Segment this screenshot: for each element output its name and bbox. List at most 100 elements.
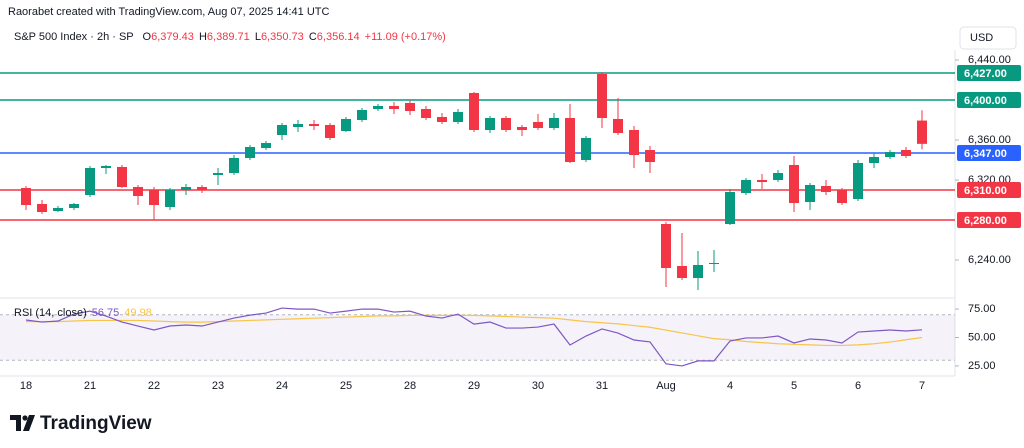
ohlc-key: C — [309, 31, 317, 43]
candle-body — [325, 125, 335, 138]
rsi-line — [25, 307, 923, 367]
candle-body — [453, 112, 463, 122]
candle-body — [517, 127, 527, 130]
candle-body — [341, 119, 351, 131]
candle-body — [389, 106, 399, 109]
candle-body — [773, 173, 783, 180]
candle-body — [757, 180, 767, 182]
x-tick-label: 4 — [727, 380, 733, 392]
y-tick-label: 25.00 — [968, 360, 996, 372]
candle-body — [565, 118, 575, 162]
currency-box[interactable] — [959, 26, 1017, 50]
ohlc-value: 6,379.43 — [151, 31, 194, 43]
x-tick-label: 24 — [276, 380, 288, 392]
candle-body — [597, 74, 607, 118]
y-tick-label: 6,240.00 — [968, 254, 1011, 266]
x-tick-label: 23 — [212, 380, 224, 392]
candle-body — [789, 165, 799, 203]
candle-body — [309, 124, 319, 126]
y-tick-label: 6,360.00 — [968, 134, 1011, 146]
candle-body — [181, 187, 191, 190]
ohlc-key: O — [143, 31, 152, 43]
candle-body — [229, 158, 239, 173]
level-label-box — [957, 182, 1021, 198]
level-label: 6,427.00 — [964, 68, 1007, 80]
ohlc-value: 6,389.71 — [207, 31, 250, 43]
level-label: 6,347.00 — [964, 148, 1007, 160]
candle-body — [117, 167, 127, 187]
x-tick-label: Aug — [656, 380, 676, 392]
level-label: 6,400.00 — [964, 95, 1007, 107]
legend-item: 49.98 — [124, 307, 152, 319]
candle-body — [293, 124, 303, 127]
candle-body — [917, 120, 927, 144]
candle-body — [869, 157, 879, 163]
candle-body — [421, 109, 431, 118]
candle-body — [373, 106, 383, 109]
candle-body — [613, 119, 623, 133]
x-tick-label: 29 — [468, 380, 480, 392]
x-tick-label: 28 — [404, 380, 416, 392]
x-tick-label: 21 — [84, 380, 96, 392]
y-tick-label: 75.00 — [968, 303, 996, 315]
currency[interactable]: USD — [970, 32, 993, 44]
candle-body — [533, 122, 543, 128]
candle-body — [277, 125, 287, 135]
ohlc-value: 6,356.14 — [317, 31, 360, 43]
symbol: S&P 500 Index · 2h · SP — [14, 31, 133, 43]
candle-body — [85, 168, 95, 195]
candle-body — [165, 190, 175, 207]
candle-body — [885, 152, 895, 157]
x-tick-label: 6 — [855, 380, 861, 392]
x-tick-label: 22 — [148, 380, 160, 392]
candle-body — [133, 187, 143, 196]
rsi-band — [0, 314, 955, 361]
brand: TradingView — [40, 413, 152, 434]
candle-body — [69, 204, 79, 208]
level-label: 6,310.00 — [964, 185, 1007, 197]
candle-body — [853, 163, 863, 199]
brand-logo: TradingView — [10, 413, 152, 434]
candle-body — [549, 118, 559, 128]
candle-body — [709, 263, 719, 264]
y-tick-label: 50.00 — [968, 331, 996, 343]
x-tick-label: 7 — [919, 380, 925, 392]
candle-body — [261, 143, 271, 148]
candle-body — [693, 265, 703, 278]
candle-body — [357, 110, 367, 120]
legend-item: RSI (14, close) — [14, 307, 87, 319]
candle-body — [581, 138, 591, 160]
x-tick-label: 31 — [596, 380, 608, 392]
change: +11.09 (+0.17%) — [365, 31, 446, 43]
candle-body — [485, 118, 495, 130]
x-tick-label: 18 — [20, 380, 32, 392]
candle-body — [469, 93, 479, 130]
candle-body — [149, 190, 159, 205]
level-label-box — [957, 145, 1021, 161]
logo-icon — [10, 415, 21, 431]
candle-body — [821, 186, 831, 192]
x-tick-label: 5 — [791, 380, 797, 392]
candle-body — [901, 150, 911, 156]
ohlc-value: 6,350.73 — [261, 31, 304, 43]
symbol-line: S&P 500 Index · 2h · SP O6,379.43 H6,389… — [14, 31, 446, 43]
level-label-box — [957, 212, 1021, 228]
logo-icon — [22, 415, 28, 421]
candle-body — [37, 204, 47, 212]
x-tick-label: 30 — [532, 380, 544, 392]
legend-item: 56.75 — [92, 307, 120, 319]
candle-body — [661, 224, 671, 268]
logo-icon — [23, 415, 35, 431]
candle-body — [677, 266, 687, 278]
candle-body — [213, 173, 223, 175]
candle-body — [405, 103, 415, 111]
rsi-line — [26, 314, 923, 347]
candle-body — [245, 147, 255, 158]
candle-body — [197, 187, 207, 190]
candle-body — [21, 188, 31, 205]
candle-body — [501, 118, 511, 130]
ohlc-key: H — [199, 31, 207, 43]
candle-body — [645, 150, 655, 162]
